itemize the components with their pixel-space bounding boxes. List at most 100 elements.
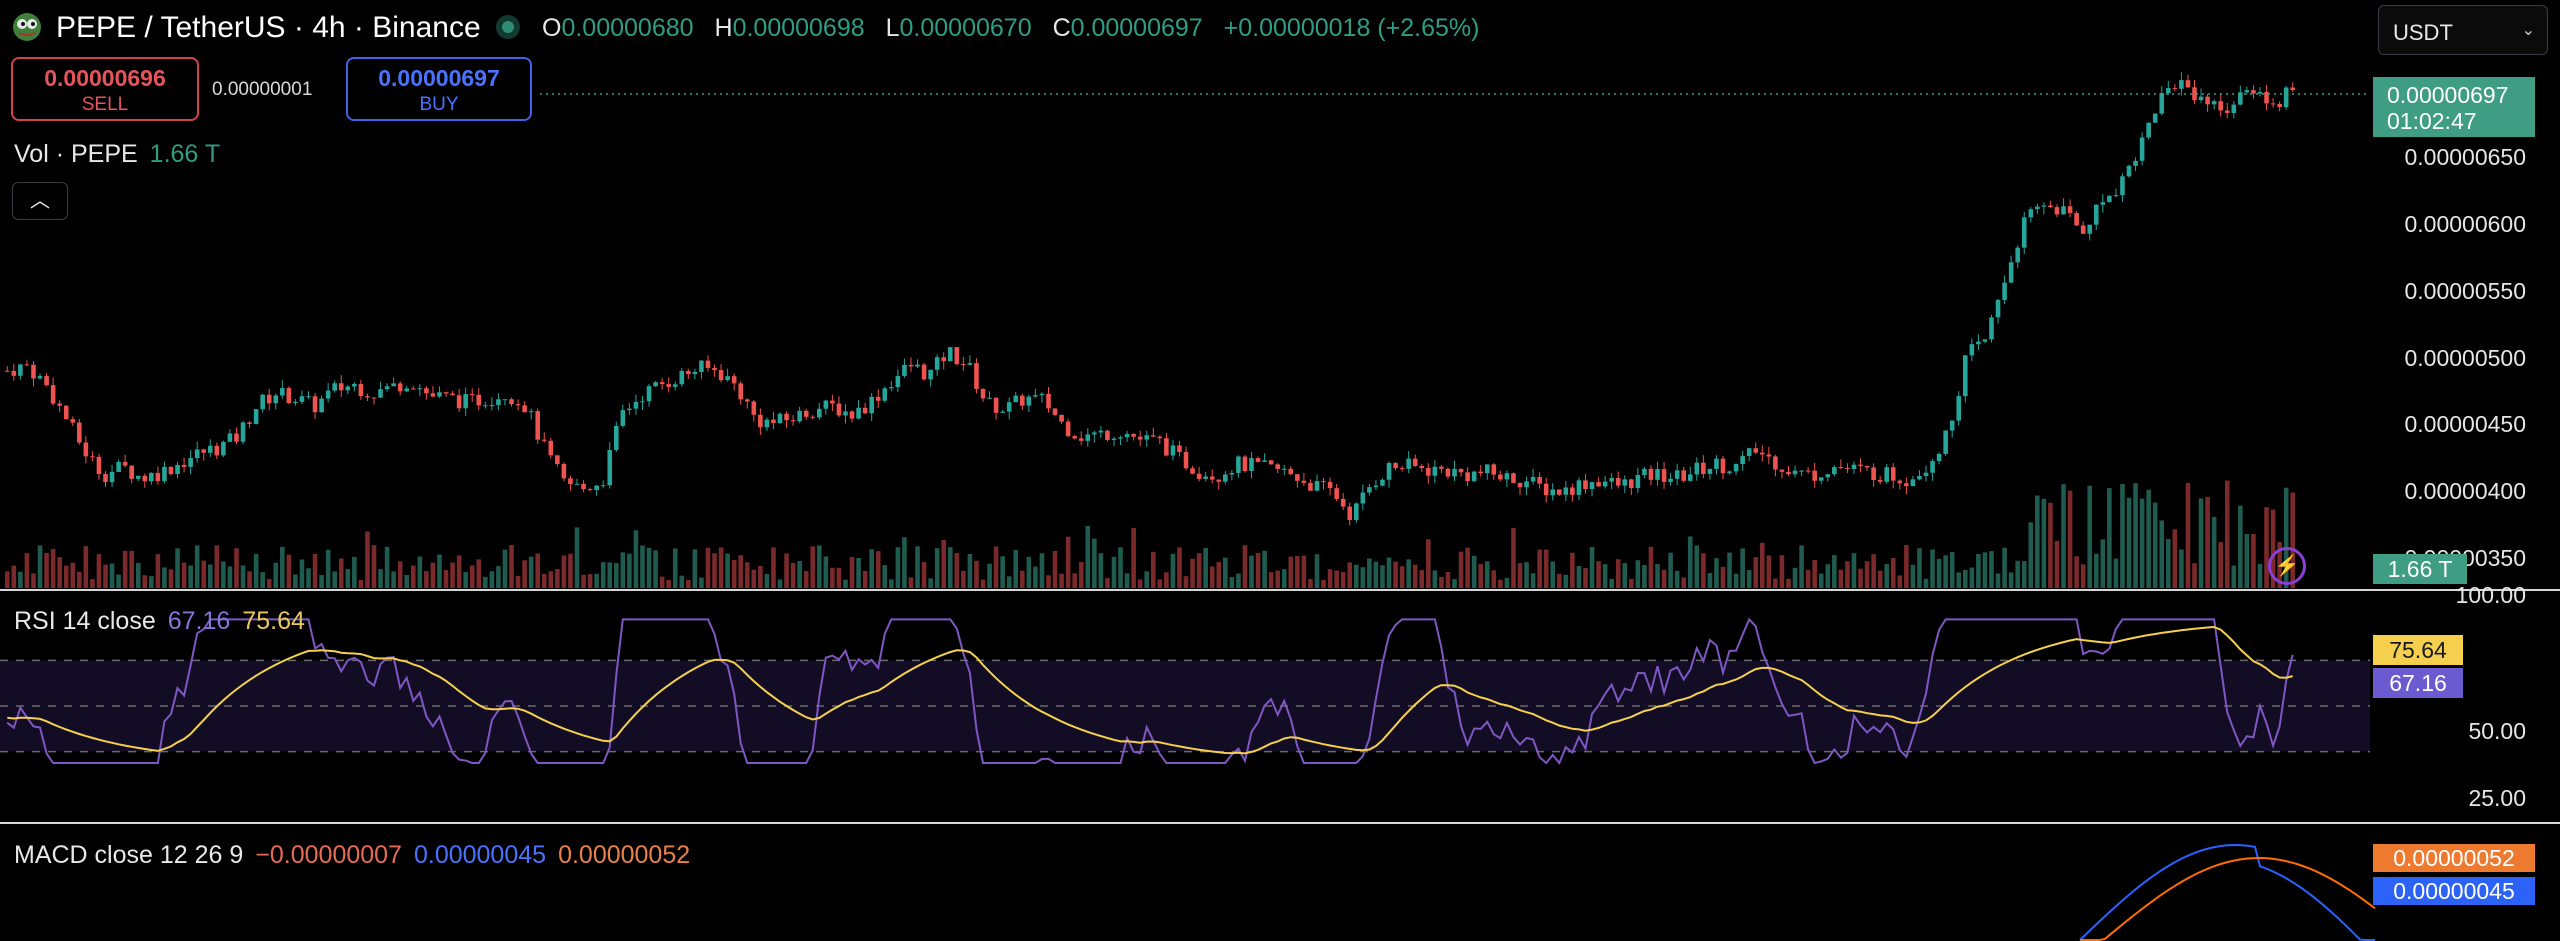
candle: [568, 478, 573, 484]
volume-bar: [332, 571, 337, 588]
candle: [777, 413, 783, 424]
pane-separator-macd[interactable]: [0, 822, 2560, 824]
volume-bar: [221, 561, 226, 588]
candle: [2008, 262, 2014, 283]
candle: [1845, 467, 1850, 469]
volume-bar: [1904, 544, 1909, 588]
volume-bar: [96, 554, 102, 588]
candle: [1498, 474, 1503, 480]
volume-bar: [1334, 570, 1339, 588]
volume-bar: [1314, 554, 1320, 588]
candle: [1105, 430, 1110, 441]
candle: [1157, 436, 1163, 439]
close-value: 0.00000697: [1070, 14, 1203, 42]
candle-countdown: 01:02:47: [2387, 108, 2477, 134]
candle: [312, 396, 318, 413]
candle: [712, 368, 717, 371]
candle: [823, 400, 829, 409]
volume-bar: [699, 577, 704, 588]
candle: [2238, 92, 2243, 105]
symbol-title[interactable]: PEPE / TetherUS · 4h · Binance: [56, 11, 481, 44]
volume-bar: [613, 563, 619, 588]
volume-bar: [417, 556, 423, 588]
volume-bar: [2231, 565, 2237, 588]
volume-bar: [875, 551, 881, 588]
last-price: 0.00000697: [2387, 82, 2509, 108]
candle: [1439, 466, 1444, 469]
candle: [607, 450, 613, 486]
volume-bar: [646, 547, 652, 588]
volume-bar: [600, 562, 606, 588]
candle: [882, 388, 888, 401]
candle: [672, 384, 678, 387]
volume-bar: [1550, 561, 1556, 588]
candle: [1805, 470, 1811, 472]
candle: [1432, 466, 1438, 476]
quote-currency-select[interactable]: USDT ⌄: [2378, 5, 2548, 55]
candle: [397, 383, 403, 392]
volume-bar: [1498, 579, 1503, 588]
volume-bar: [181, 562, 187, 588]
collapse-legend-button[interactable]: ︿: [12, 182, 68, 220]
candle: [489, 405, 495, 407]
candle: [869, 396, 874, 414]
sell-button[interactable]: 0.00000696 SELL: [11, 57, 199, 121]
candle: [4, 370, 10, 372]
candle: [1668, 478, 1673, 482]
volume-bar: [889, 579, 894, 588]
volume-bar: [1065, 536, 1071, 588]
macd-legend[interactable]: MACD close 12 26 9 −0.00000007 0.00000045 0…: [14, 841, 690, 870]
volume-bar: [823, 556, 829, 588]
candle: [600, 485, 606, 487]
volume-bar: [234, 548, 239, 588]
volume-bar: [1596, 561, 1601, 588]
candle: [352, 383, 357, 387]
candle: [2198, 96, 2204, 101]
volume-bar: [1622, 563, 1628, 588]
ohlc-legend: O0.00000680 H0.00000698 L0.00000670 C0.0…: [542, 14, 1493, 43]
volume-bar: [1386, 557, 1392, 588]
candle: [77, 422, 82, 443]
volume-bar: [424, 571, 429, 588]
candle: [1530, 476, 1536, 482]
candle: [1373, 485, 1379, 488]
volume-bar: [397, 561, 403, 588]
volume-bar: [1917, 548, 1922, 588]
candle: [1622, 479, 1628, 486]
candle: [456, 395, 462, 409]
volume-bar: [1877, 570, 1883, 588]
volume-bar: [1982, 552, 1988, 588]
pane-separator-rsi[interactable]: [0, 589, 2560, 591]
candle: [856, 407, 861, 419]
candle: [391, 383, 396, 387]
volume-bar: [24, 553, 30, 588]
candle: [699, 360, 704, 372]
buy-button[interactable]: 0.00000697 BUY: [346, 57, 532, 121]
volume-bar: [993, 546, 999, 588]
lightning-icon[interactable]: ⚡: [2268, 547, 2306, 585]
candle: [1596, 482, 1601, 487]
candle: [1268, 460, 1274, 465]
volume-legend[interactable]: Vol · PEPE 1.66 T: [14, 140, 220, 169]
market-status-icon[interactable]: [496, 15, 520, 39]
rsi-legend[interactable]: RSI 14 close 67.16 75.64: [14, 607, 305, 636]
volume-bar: [2028, 522, 2034, 588]
candle: [875, 396, 881, 401]
candle: [2126, 165, 2132, 177]
volume-bar: [253, 554, 259, 588]
candle: [646, 386, 652, 402]
candle: [1347, 506, 1353, 520]
volume-bar: [974, 560, 979, 588]
candle: [1321, 481, 1326, 483]
candle: [1655, 469, 1660, 480]
macd-line-value: 0.00000045: [413, 841, 547, 869]
volume-bar: [162, 567, 167, 588]
volume-bar: [214, 545, 220, 588]
candle: [1177, 445, 1182, 452]
volume-bar: [2002, 547, 2007, 588]
candle: [843, 411, 848, 416]
candle: [1085, 434, 1091, 441]
candle: [928, 369, 933, 380]
buy-price: 0.00000697: [378, 65, 500, 91]
